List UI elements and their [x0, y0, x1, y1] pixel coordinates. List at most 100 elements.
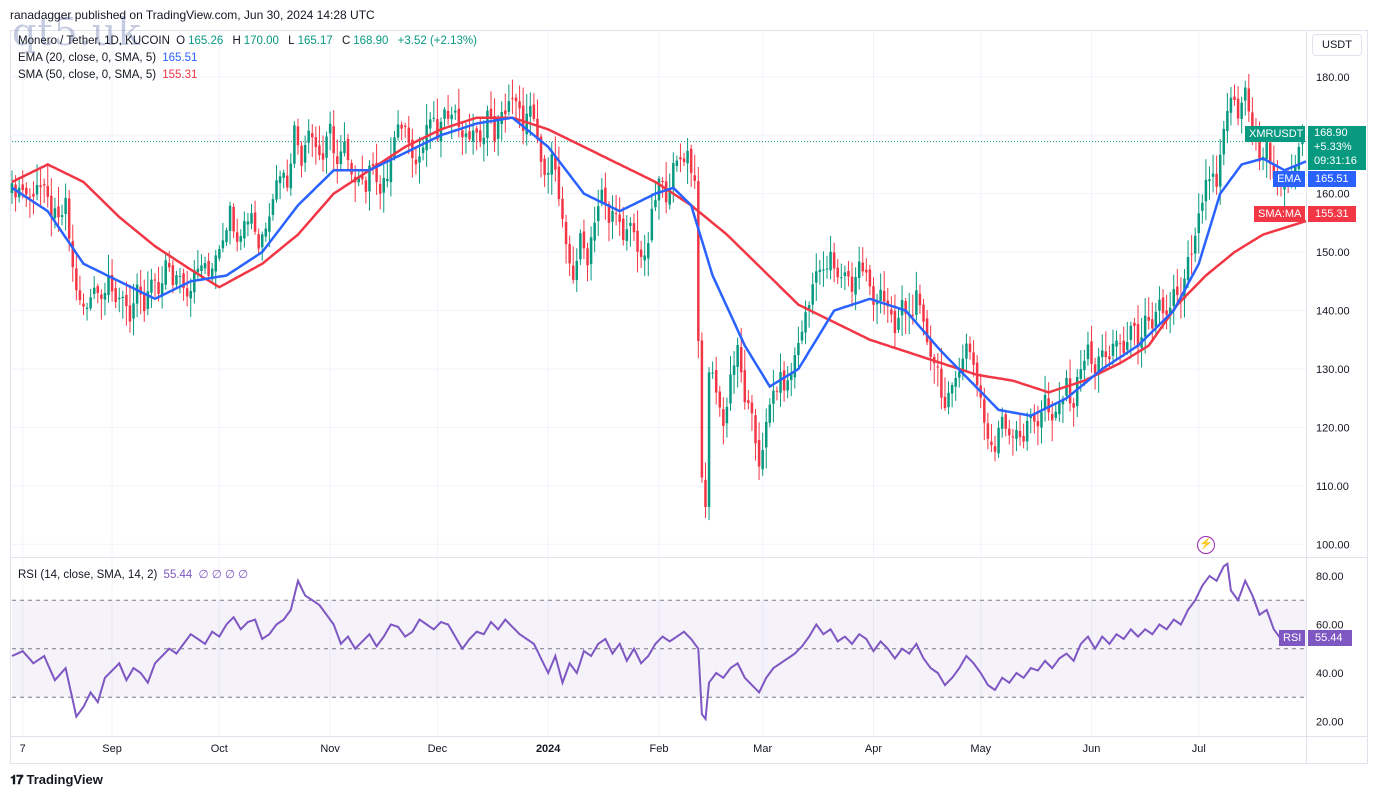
tradingview-logo[interactable]: 𝟏𝟕 TradingView — [10, 772, 103, 788]
candle-body — [647, 243, 650, 259]
candle-body — [1126, 342, 1129, 350]
candle-body — [1133, 322, 1136, 326]
sma-name-tag: SMA:MA — [1254, 206, 1305, 222]
candle-body — [21, 184, 24, 191]
candle-body — [614, 213, 618, 215]
candle-body — [100, 294, 103, 299]
price-tick-label: 110.00 — [1316, 481, 1349, 493]
candle-body — [689, 148, 693, 173]
candle-body — [464, 133, 468, 137]
candle-body — [915, 290, 918, 315]
candle-body — [589, 237, 593, 265]
candle-body — [321, 153, 325, 160]
candle-body — [679, 157, 682, 160]
candle-body — [875, 302, 879, 305]
legend-o-label: O — [176, 35, 186, 47]
candle-body — [271, 199, 275, 215]
candle-body — [1090, 341, 1093, 364]
candle-body — [872, 286, 875, 305]
candle-body — [418, 156, 421, 163]
candle-body — [96, 286, 100, 294]
candle-body — [990, 441, 993, 446]
candle-body — [532, 104, 536, 119]
time-tick-label: Feb — [650, 743, 669, 755]
candle-body — [168, 263, 171, 268]
time-tick-label: Dec — [428, 743, 448, 755]
candle-body — [507, 101, 511, 112]
candle-body — [525, 113, 528, 135]
candle-body — [743, 370, 747, 403]
candle-body — [432, 117, 436, 119]
candle-body — [650, 208, 654, 241]
legend-rsi-row[interactable]: RSI (14, close, SMA, 14, 2) 55.44 ∅ ∅ ∅ … — [18, 567, 251, 581]
candle-body — [1136, 323, 1140, 347]
legend-change: +3.52 (+2.13%) — [397, 35, 477, 47]
candle-body — [857, 261, 861, 279]
legend-ema-row[interactable]: EMA (20, close, 0, SMA, 5) 165.51 — [18, 52, 200, 64]
candle-body — [214, 255, 218, 272]
candle-body — [790, 374, 793, 381]
time-tick-label: 2024 — [536, 743, 561, 755]
candle-body — [882, 290, 886, 302]
candle-body — [1008, 428, 1011, 436]
currency-button[interactable]: USDT — [1312, 34, 1362, 56]
candle-body — [764, 421, 768, 448]
candle-body — [457, 108, 461, 127]
legend-symbol[interactable]: Monero / Tether, 1D, KUCOIN — [18, 35, 170, 47]
legend-symbol-row: Monero / Tether, 1D, KUCOIN O 165.26 H 170… — [18, 35, 480, 47]
candle-body — [968, 343, 972, 353]
candle-body — [278, 176, 282, 184]
candle-body — [815, 271, 818, 283]
candle-body — [275, 180, 278, 200]
candle-body — [1115, 340, 1118, 347]
candle-body — [911, 314, 915, 316]
time-tick-label: 7 — [20, 743, 26, 755]
flash-icon[interactable]: ⚡ — [1197, 536, 1215, 554]
sma-value-tag: 155.31 — [1308, 206, 1356, 222]
time-tick-label: Jun — [1083, 743, 1101, 755]
candle-body — [1294, 166, 1297, 173]
candle-body — [943, 396, 947, 409]
legend-sma-label[interactable]: SMA (50, close, 0, SMA, 5) — [18, 69, 157, 81]
candle-body — [125, 294, 128, 307]
candle-body — [393, 137, 396, 158]
candle-body — [428, 119, 432, 129]
candle-body — [46, 185, 49, 197]
candle-body — [1204, 179, 1208, 202]
candle-body — [697, 181, 700, 342]
candle-body — [1208, 179, 1211, 182]
rsi-tick-label: 60.00 — [1316, 619, 1344, 631]
candle-body — [1104, 351, 1108, 358]
legend-ema-label[interactable]: EMA (20, close, 0, SMA, 5) — [18, 52, 157, 64]
candle-body — [629, 222, 632, 226]
candle-body — [1301, 141, 1304, 145]
candle-body — [1097, 356, 1100, 373]
candle-body — [92, 287, 96, 294]
candle-body — [1025, 420, 1029, 442]
candle-body — [203, 263, 207, 269]
candle-body — [396, 124, 400, 138]
candle-body — [386, 178, 389, 182]
candle-body — [772, 390, 775, 404]
candle-body — [604, 187, 607, 204]
candle-body — [1068, 378, 1072, 404]
price-tick-label: 150.00 — [1316, 247, 1350, 259]
candle-body — [836, 267, 839, 278]
legend-sma-row[interactable]: SMA (50, close, 0, SMA, 5) 155.31 — [18, 69, 200, 81]
candle-body — [450, 114, 453, 120]
candle-body — [1147, 316, 1150, 321]
legend-rsi-label[interactable]: RSI (14, close, SMA, 14, 2) — [18, 569, 158, 581]
candle-body — [1258, 138, 1261, 162]
candle-layer — [10, 73, 1304, 521]
candle-body — [1269, 142, 1272, 164]
candle-body — [1218, 154, 1222, 187]
candle-body — [890, 309, 893, 315]
candle-body — [39, 185, 42, 188]
candle-body — [1111, 343, 1115, 356]
candle-body — [1129, 325, 1133, 340]
candle-body — [1265, 141, 1268, 159]
candle-body — [407, 127, 411, 144]
rsi-line — [11, 562, 1304, 722]
candle-body — [1075, 376, 1079, 407]
